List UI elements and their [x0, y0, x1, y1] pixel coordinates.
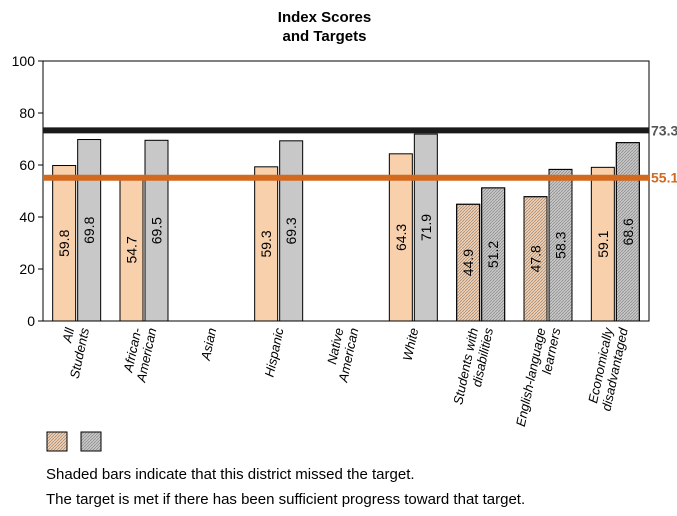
- bar-value-label: 69.8: [81, 216, 97, 243]
- category-label: Hispanic: [262, 326, 287, 378]
- y-tick-label: 40: [19, 209, 35, 225]
- bar: [388, 153, 413, 322]
- bar: [52, 165, 77, 322]
- bar: [144, 139, 169, 322]
- y-tick-label: 60: [19, 157, 35, 173]
- chart-title-line-2: and Targets: [282, 28, 367, 45]
- bar-value-label: 54.7: [124, 236, 140, 263]
- footnote-target: The target is met if there has been suff…: [46, 491, 526, 508]
- bar-value-label: 59.3: [258, 230, 274, 257]
- category-label: English-language: [513, 327, 549, 428]
- bar-value-label: 47.8: [528, 245, 544, 272]
- footnote-shaded: Shaded bars indicate that this district …: [46, 466, 415, 483]
- bar-value-label: 68.6: [620, 218, 636, 245]
- bar-shading: [548, 168, 573, 322]
- target-line-label: 55.1: [651, 170, 677, 186]
- bar: [413, 133, 438, 322]
- y-tick-label: 0: [27, 313, 35, 329]
- category-label: Asian: [198, 327, 220, 363]
- category-label: All: [59, 325, 77, 344]
- bar-value-label: 59.1: [595, 230, 611, 257]
- bar: [590, 166, 615, 322]
- chart-title: Index Scores and Targets: [0, 8, 649, 46]
- legend-swatch-shading: [46, 431, 68, 452]
- bar-value-label: 51.2: [485, 241, 501, 268]
- legend-swatch-shading: [80, 431, 102, 452]
- bar: [279, 140, 304, 322]
- bar-value-label: 69.5: [149, 217, 165, 244]
- plot-frame: [42, 60, 650, 322]
- category-label: White: [400, 327, 422, 363]
- bar-value-label: 59.8: [56, 229, 72, 256]
- bar-value-label: 44.9: [460, 249, 476, 276]
- chart-title-line-1: Index Scores: [277, 9, 372, 26]
- y-tick-label: 80: [19, 105, 35, 121]
- bar-value-label: 64.3: [393, 224, 409, 251]
- bar-shading: [523, 196, 548, 322]
- category-label: Native: [324, 327, 346, 366]
- y-tick-label: 100: [12, 53, 36, 69]
- bar: [77, 139, 102, 322]
- bar-value-label: 58.3: [553, 231, 569, 258]
- bar-shading: [481, 187, 506, 322]
- bar-value-label: 69.3: [283, 217, 299, 244]
- bar-shading: [456, 203, 481, 322]
- bar-value-label: 71.9: [418, 214, 434, 241]
- target-line-label: 73.3: [651, 122, 677, 138]
- bar: [254, 166, 279, 322]
- y-tick-label: 20: [19, 261, 35, 277]
- bar-shading: [615, 142, 640, 322]
